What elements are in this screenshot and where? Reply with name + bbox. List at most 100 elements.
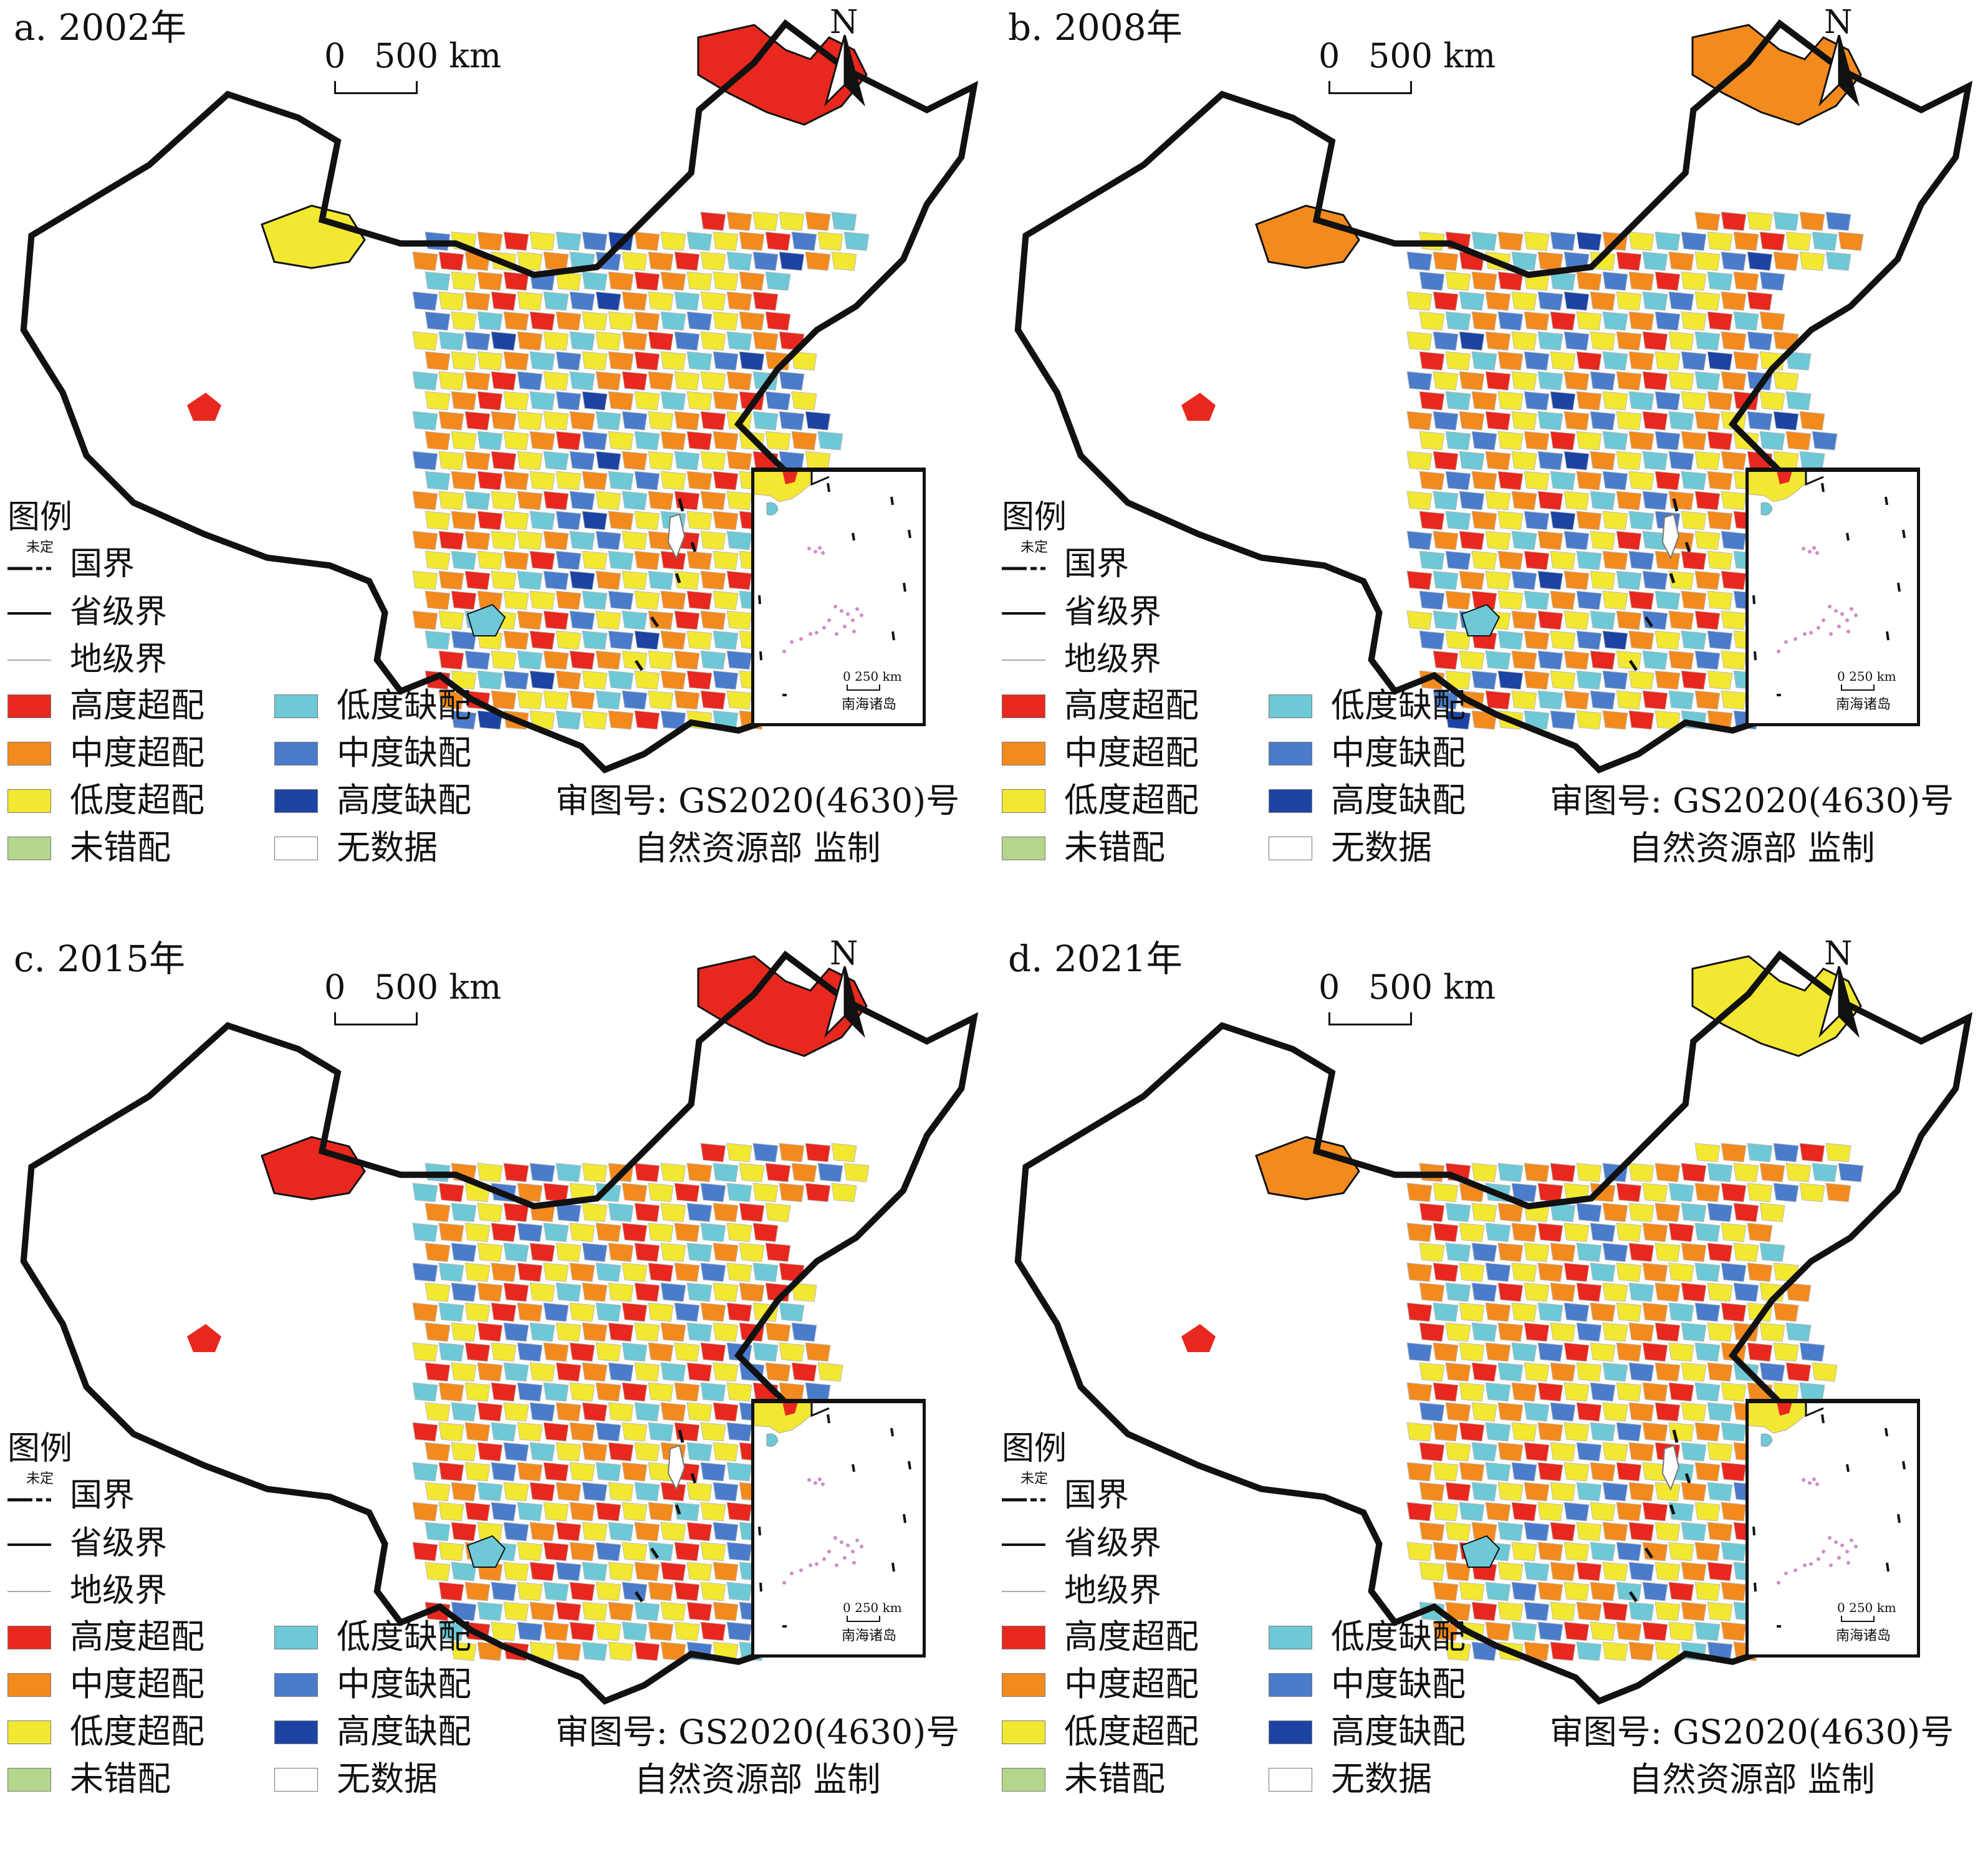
region-cell	[1721, 570, 1747, 590]
region-cell	[622, 1502, 648, 1522]
region-cell	[634, 1242, 660, 1262]
taiwan-island	[667, 1444, 686, 1491]
region-cell	[1773, 371, 1799, 391]
prefectural-boundary-swatch	[1002, 1591, 1045, 1592]
region-cell	[1668, 1262, 1694, 1282]
region-cell	[569, 1621, 595, 1641]
region-cell	[1485, 1621, 1511, 1641]
region-cell	[451, 431, 477, 451]
region-cell	[503, 1402, 529, 1422]
region-cell	[425, 391, 451, 411]
region-cell	[1602, 511, 1628, 530]
region-cell	[1694, 1183, 1721, 1202]
region-cell	[1759, 1362, 1785, 1382]
region-cell	[425, 431, 451, 451]
scale-bar: 0 500 km	[1318, 37, 1505, 100]
region-cell	[491, 1262, 517, 1282]
region-cell	[595, 1542, 622, 1562]
region-cell	[1524, 391, 1550, 411]
inset-scale-label: 0 250 km	[843, 669, 902, 684]
region-cell	[1668, 451, 1694, 471]
region-cell	[1563, 331, 1590, 351]
region-cell	[555, 311, 582, 331]
region-cell	[1707, 1322, 1733, 1342]
region-cell	[1537, 371, 1563, 391]
region-cell	[425, 1522, 451, 1542]
region-cell	[1759, 1202, 1785, 1222]
region-cell	[464, 1581, 491, 1601]
region-cell	[1497, 1522, 1524, 1542]
region-cell	[622, 371, 648, 391]
region-cell	[1497, 1322, 1524, 1342]
region-cell	[491, 1502, 517, 1522]
region-cell	[726, 610, 752, 630]
region-cell	[1668, 1621, 1694, 1641]
region-cell	[517, 451, 543, 471]
region-cell	[1628, 271, 1654, 291]
region-cell	[686, 1282, 713, 1302]
region-cell	[1694, 610, 1721, 630]
region-cell	[686, 471, 713, 491]
region-cell	[765, 1202, 791, 1222]
region-cell	[622, 1262, 648, 1282]
region-cell	[700, 371, 726, 391]
region-cell	[791, 1163, 817, 1183]
region-cell	[517, 1382, 543, 1402]
region-cell	[1654, 670, 1681, 690]
region-cell	[831, 1143, 857, 1163]
region-cell	[438, 1222, 464, 1242]
region-cell	[543, 1183, 569, 1202]
region-cell	[1616, 1581, 1642, 1601]
region-cell	[1616, 610, 1642, 630]
region-cell	[1642, 1302, 1668, 1322]
region-cell	[555, 271, 582, 291]
region-cell	[582, 1163, 608, 1183]
region-cell	[1654, 231, 1681, 251]
region-cell	[634, 1562, 660, 1581]
region-cell	[503, 1282, 529, 1302]
scale-bar: 0 500 km	[324, 37, 511, 100]
region-cell	[1576, 630, 1602, 650]
region-cell	[1445, 511, 1471, 530]
region-cell	[1563, 1621, 1590, 1641]
region-cell	[1471, 1282, 1497, 1302]
region-cell	[1628, 1362, 1654, 1382]
region-cell	[1485, 1302, 1511, 1322]
region-cell	[634, 1442, 660, 1462]
north-letter: N	[830, 935, 858, 972]
region-cell	[843, 231, 870, 251]
region-cell	[791, 391, 817, 411]
region-cell	[1511, 1621, 1537, 1641]
region-cell	[1628, 1522, 1654, 1542]
region-cell	[529, 550, 555, 570]
region-cell	[1563, 1542, 1590, 1562]
taiwan-island	[1661, 513, 1680, 560]
region-cell	[1433, 1222, 1459, 1242]
legend-swatch	[7, 694, 51, 718]
region-cell	[1497, 1163, 1524, 1183]
region-cell	[569, 1342, 595, 1362]
region-cell	[1511, 1222, 1537, 1242]
legend-swatch	[1002, 694, 1045, 718]
region-cell	[1471, 351, 1497, 371]
region-cell	[1550, 1402, 1576, 1422]
region-cell	[582, 630, 608, 650]
region-cell	[1576, 471, 1602, 491]
region-cell	[726, 291, 752, 311]
region-cell	[543, 530, 569, 550]
scale-zero-label: 0	[1318, 967, 1340, 1007]
region-cell	[648, 371, 674, 391]
region-cell	[1707, 1601, 1733, 1621]
region-cell	[1459, 371, 1485, 391]
region-cell	[1642, 1183, 1668, 1202]
region-cell	[1681, 391, 1707, 411]
region-cell	[1694, 530, 1721, 550]
region-cell	[1707, 550, 1733, 570]
region-cell	[1524, 1641, 1550, 1661]
legend-label: 低度缺配	[337, 1617, 471, 1656]
region-cell	[1681, 231, 1707, 251]
north-letter: N	[1824, 4, 1853, 41]
region-cell	[686, 1402, 713, 1422]
region-cell	[1511, 650, 1537, 670]
region-cell	[1694, 291, 1721, 311]
